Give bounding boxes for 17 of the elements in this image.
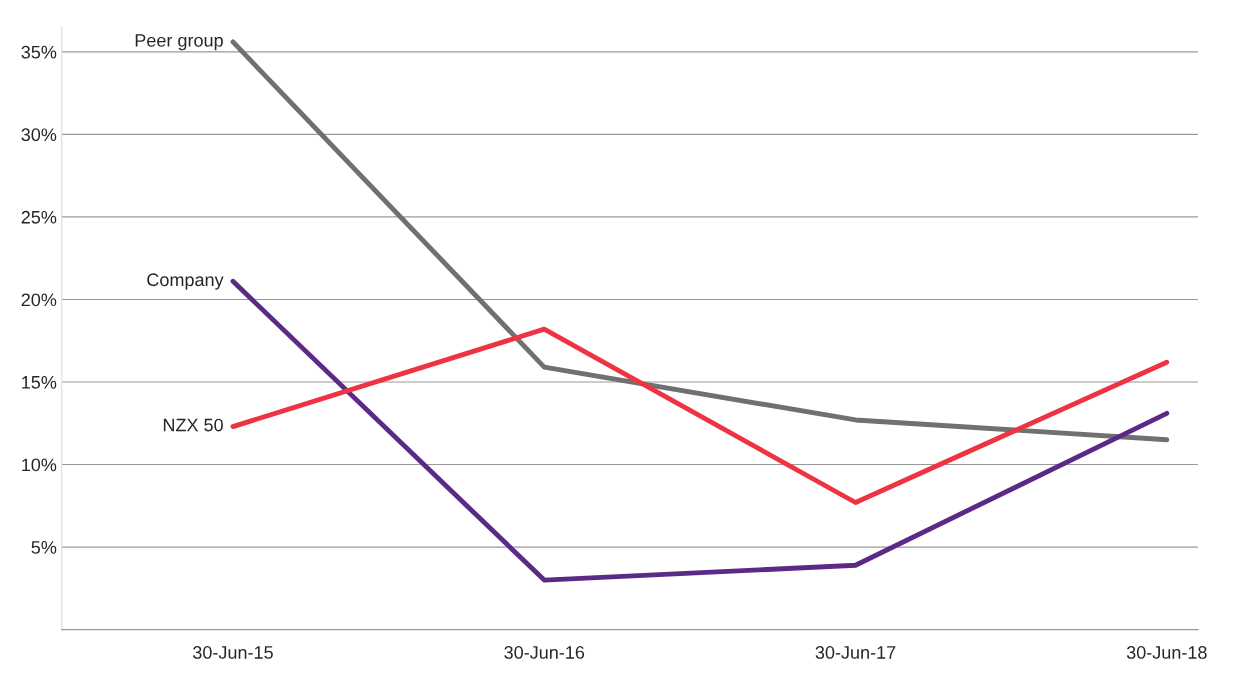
y-tick-label: 15%: [22, 376, 57, 389]
y-tick-label: 35%: [21, 45, 57, 59]
y-tick-label: 5%: [31, 541, 57, 554]
x-tick-label: 30-Jun-17: [815, 646, 896, 659]
y-tick-label: 20%: [21, 293, 57, 307]
x-tick-label: 30-Jun-15: [193, 646, 273, 659]
x-tick-label: 30-Jun-18: [1126, 646, 1207, 659]
series-label: NZX 50: [163, 418, 223, 432]
y-tick-label: 25%: [21, 210, 57, 224]
y-tick-label: 10%: [22, 458, 57, 472]
series-label: Peer group: [135, 34, 223, 51]
x-tick-label: 30-Jun-16: [504, 646, 585, 659]
series-label: Company: [147, 273, 224, 290]
line-series: [230, 39, 1170, 443]
y-tick-label: 30%: [21, 128, 57, 142]
line-series: [230, 278, 1170, 583]
line-series: [230, 326, 1170, 505]
